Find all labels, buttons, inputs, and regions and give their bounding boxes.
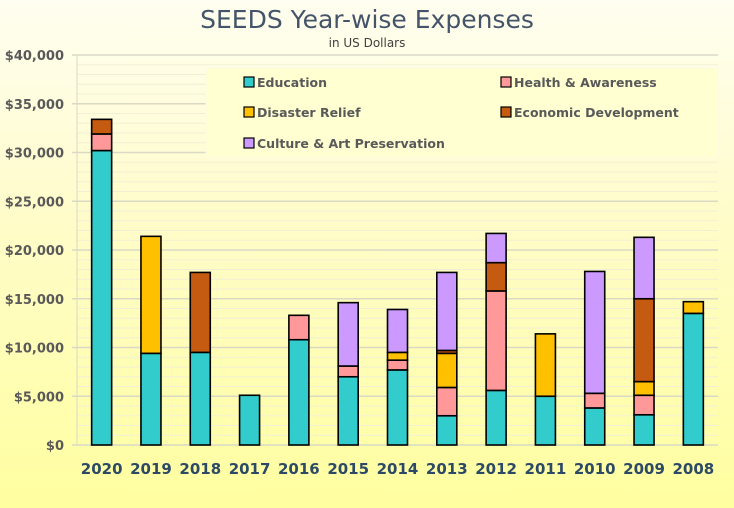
x-tick-label: 2015 xyxy=(327,460,369,478)
y-tick-label: $30,000 xyxy=(5,147,64,162)
legend-label: Culture & Art Preservation xyxy=(257,136,445,151)
y-tick-label: $10,000 xyxy=(5,342,64,357)
y-tick-label: $5,000 xyxy=(14,390,64,405)
x-tick-label: 2009 xyxy=(623,460,665,478)
bar-segment-2010-education xyxy=(583,407,606,446)
bar-segment-2015-culture-art-preservation xyxy=(337,301,359,367)
x-tick-label: 2014 xyxy=(377,460,419,478)
bar-segment-2019-education xyxy=(140,352,162,446)
bar-segment-2011-education xyxy=(534,395,557,446)
bar-segment-2009-education xyxy=(633,413,655,446)
bar-segment-2012-economic-development xyxy=(485,261,507,292)
x-tick-labels: 2020 2019 2018 2017 2016 2015 2014 2013 2012 2011… xyxy=(81,460,714,478)
bar-segment-2010-health-awareness xyxy=(583,392,606,409)
bar-segment-2020-education xyxy=(90,149,113,446)
legend-label: Disaster Relief xyxy=(257,105,361,120)
bar-segment-2020-economic-development xyxy=(90,118,113,135)
bar-segment-2015-health-awareness xyxy=(337,365,359,378)
y-tick-label: $20,000 xyxy=(5,244,64,259)
x-tick-label: 2012 xyxy=(475,460,517,478)
bar-segment-2013-disaster-relief xyxy=(436,352,458,389)
bar-segment-2014-culture-art-preservation xyxy=(386,308,409,354)
y-tick-label: $35,000 xyxy=(5,98,64,113)
legend-swatch xyxy=(243,137,255,149)
y-tick-labels: $0 $5,000 $10,000 $15,000 $20,000 $25,000 $30,… xyxy=(5,49,64,454)
bar-segment-2009-economic-development xyxy=(633,297,655,383)
y-tick-label: $15,000 xyxy=(5,293,64,308)
y-tick-label: $25,000 xyxy=(5,195,64,210)
legend-label: Health & Awareness xyxy=(514,75,657,90)
x-tick-label: 2016 xyxy=(278,460,320,478)
bar-segment-2020-health-awareness xyxy=(90,133,113,152)
bar-segment-2013-culture-art-preservation xyxy=(436,271,458,352)
bar-segment-2016-health-awareness xyxy=(288,314,310,341)
x-tick-label: 2013 xyxy=(426,460,468,478)
legend-box xyxy=(205,67,719,159)
y-tick-label: $40,000 xyxy=(5,49,64,64)
bar-segment-2008-disaster-relief xyxy=(682,300,705,315)
legend-label: Economic Development xyxy=(514,105,679,120)
x-tick-label: 2019 xyxy=(130,460,172,478)
bar-segment-2012-education xyxy=(485,389,507,446)
legend-swatch xyxy=(500,76,512,88)
bar-segment-2014-health-awareness xyxy=(386,359,409,371)
y-tick-label: $0 xyxy=(46,439,64,454)
legend-label: Education xyxy=(257,75,327,90)
legend-swatch xyxy=(243,106,255,118)
x-tick-label: 2020 xyxy=(81,460,123,478)
bar-segment-2013-health-awareness xyxy=(436,386,458,417)
bar-segment-2012-health-awareness xyxy=(485,290,507,392)
bar-segment-2011-disaster-relief xyxy=(534,333,557,398)
x-tick-label: 2017 xyxy=(229,460,271,478)
bars xyxy=(90,118,705,446)
bar-segment-2014-education xyxy=(386,369,409,446)
bar-segment-2010-culture-art-preservation xyxy=(583,270,606,395)
bar-segment-2015-education xyxy=(337,375,359,446)
bar-segment-2019-disaster-relief xyxy=(140,235,162,355)
x-tick-label: 2010 xyxy=(574,460,616,478)
bar-segment-2014-disaster-relief xyxy=(386,351,409,361)
bar-segment-2008-education xyxy=(682,312,705,446)
x-tick-label: 2018 xyxy=(179,460,221,478)
x-tick-label: 2011 xyxy=(525,460,567,478)
x-tick-label: 2008 xyxy=(672,460,714,478)
bar-segment-2009-disaster-relief xyxy=(633,380,655,397)
bar-segment-2017-education xyxy=(238,394,261,446)
legend-swatch xyxy=(243,76,255,88)
chart-title: SEEDS Year-wise Expenses xyxy=(200,5,534,34)
bar-segment-2009-culture-art-preservation xyxy=(633,236,655,300)
bar-segment-2013-education xyxy=(436,414,458,446)
bar-segment-2018-education xyxy=(189,351,212,446)
bar-segment-2018-economic-development xyxy=(189,271,212,354)
bar-segment-2012-culture-art-preservation xyxy=(485,232,507,264)
bar-segment-2016-education xyxy=(288,338,310,446)
legend: Education Health & Awareness Disaster Reli… xyxy=(205,67,719,159)
chart-subtitle: in US Dollars xyxy=(329,36,406,50)
bar-segment-2009-health-awareness xyxy=(633,394,655,416)
legend-swatch xyxy=(500,106,512,118)
